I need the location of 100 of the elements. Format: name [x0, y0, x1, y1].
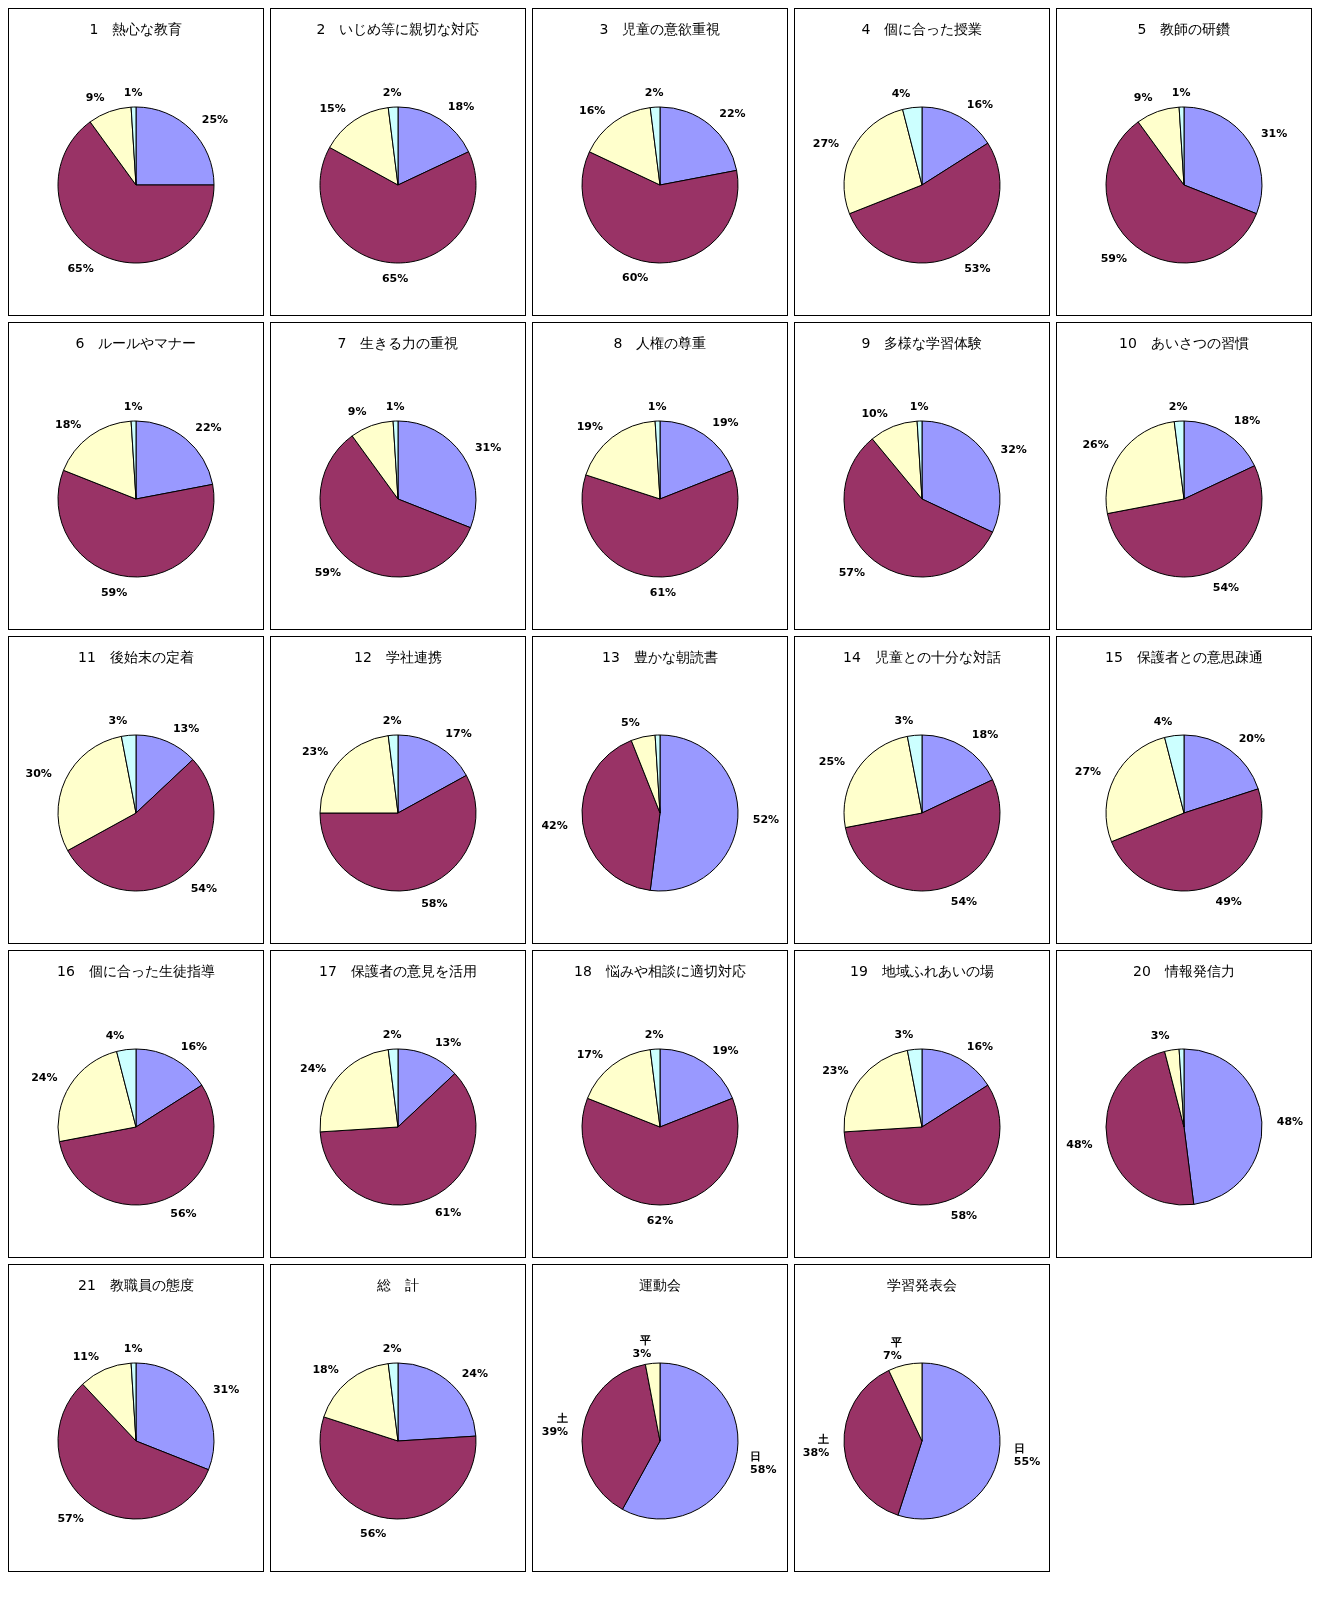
- data-label: 48%: [1066, 1138, 1093, 1152]
- data-label: 58%: [750, 1463, 777, 1477]
- chart-title: 5 教師の研鑽: [1136, 21, 1232, 39]
- chart-title: 12 学社連携: [353, 649, 443, 667]
- data-label: 1%: [123, 400, 143, 414]
- data-label: 18%: [1233, 414, 1261, 428]
- data-label: 2%: [644, 1028, 664, 1042]
- data-label: 7%: [883, 1349, 902, 1363]
- data-label: 38%: [802, 1445, 830, 1459]
- slice-label: 平: [639, 1334, 652, 1348]
- data-label: 17%: [576, 1047, 603, 1061]
- data-label: 3%: [632, 1347, 652, 1361]
- data-label: 20%: [1238, 731, 1266, 745]
- data-label: 9%: [1133, 91, 1153, 105]
- data-label: 57%: [57, 1511, 84, 1525]
- data-label: 2%: [382, 1342, 402, 1356]
- data-label: 39%: [541, 1425, 569, 1439]
- slice-label: 土: [556, 1412, 569, 1426]
- chart-title: 4 個に合った授業: [860, 21, 984, 39]
- chart-title: 20 情報発信力: [1132, 963, 1236, 981]
- data-label: 18%: [447, 100, 475, 114]
- data-label: 55%: [1013, 1454, 1041, 1468]
- data-label: 24%: [300, 1061, 327, 1075]
- data-label: 1%: [123, 1342, 143, 1356]
- data-label: 58%: [421, 897, 448, 911]
- data-label: 25%: [201, 113, 229, 127]
- data-label: 26%: [1082, 438, 1109, 452]
- data-label: 22%: [719, 107, 746, 121]
- chart-title: 17 保護者の意見を活用: [318, 963, 478, 981]
- data-label: 53%: [964, 261, 991, 275]
- data-label: 9%: [347, 405, 367, 419]
- chart-title: 8 人権の尊重: [612, 335, 708, 353]
- data-label: 49%: [1215, 894, 1242, 908]
- data-label: 3%: [894, 1028, 914, 1042]
- data-label: 23%: [301, 745, 329, 759]
- slice-label: 日: [750, 1450, 762, 1464]
- data-label: 1%: [1171, 86, 1191, 100]
- chart-title: 10 あいさつの習慣: [1118, 335, 1250, 353]
- data-label: 18%: [54, 417, 82, 431]
- data-label: 13%: [172, 721, 200, 735]
- data-label: 1%: [909, 400, 929, 414]
- data-label: 31%: [212, 1382, 240, 1396]
- data-label: 4%: [105, 1028, 125, 1042]
- data-label: 19%: [576, 419, 603, 433]
- chart-title: 9 多様な学習体験: [860, 335, 984, 353]
- data-label: 24%: [461, 1367, 489, 1381]
- data-label: 57%: [838, 566, 865, 580]
- chart-title: 7 生きる力の重視: [336, 335, 460, 353]
- chart-title: 学習発表会: [886, 1277, 958, 1295]
- chart-title: 運動会: [638, 1277, 682, 1295]
- data-label: 31%: [1260, 126, 1288, 140]
- chart-title: 3 児童の意欲重視: [598, 21, 722, 39]
- data-label: 59%: [314, 566, 341, 580]
- slice-label: 土: [817, 1432, 830, 1446]
- data-label: 1%: [123, 86, 143, 100]
- data-label: 56%: [360, 1527, 387, 1541]
- data-label: 16%: [966, 1039, 994, 1053]
- data-label: 10%: [861, 406, 888, 420]
- data-label: 65%: [381, 271, 409, 285]
- data-label: 2%: [644, 86, 664, 100]
- data-label: 9%: [85, 91, 105, 105]
- data-label: 54%: [950, 895, 978, 909]
- data-label: 31%: [474, 440, 502, 454]
- chart-title: 14 児童との十分な対話: [842, 649, 1002, 667]
- chart-title: 6 ルールやマナー: [74, 335, 198, 353]
- data-label: 59%: [1100, 252, 1127, 266]
- data-label: 58%: [950, 1209, 978, 1223]
- data-label: 4%: [1153, 714, 1173, 728]
- data-label: 17%: [445, 726, 472, 740]
- data-label: 2%: [1168, 400, 1188, 414]
- data-label: 27%: [812, 136, 840, 150]
- data-label: 1%: [385, 400, 405, 414]
- data-label: 54%: [1212, 581, 1240, 595]
- data-label: 3%: [108, 714, 128, 728]
- data-label: 65%: [67, 261, 94, 275]
- data-label: 23%: [822, 1064, 849, 1077]
- data-label: 16%: [966, 97, 994, 111]
- data-label: 15%: [319, 102, 346, 116]
- data-label: 19%: [712, 1044, 739, 1058]
- data-label: 52%: [752, 812, 780, 826]
- chart-title: 21 教職員の態度: [77, 1277, 195, 1295]
- chart-title: 11 後始末の定着: [77, 649, 195, 667]
- data-label: 59%: [100, 585, 128, 599]
- chart-title: 16 個に合った生徒指導: [56, 963, 216, 981]
- data-label: 42%: [541, 818, 568, 832]
- data-label: 5%: [621, 716, 640, 730]
- data-label: 11%: [72, 1349, 100, 1363]
- slice-label: 日: [1013, 1441, 1025, 1455]
- data-label: 2%: [382, 1028, 402, 1042]
- chart-title: 総 計: [376, 1277, 420, 1295]
- data-label: 3%: [894, 714, 914, 728]
- data-label: 13%: [434, 1035, 462, 1049]
- chart-title: 15 保護者との意思疎通: [1104, 649, 1264, 667]
- data-label: 3%: [1150, 1029, 1170, 1043]
- data-label: 4%: [891, 86, 911, 100]
- data-label: 48%: [1276, 1115, 1304, 1129]
- data-label: 16%: [578, 103, 606, 117]
- chart-title: 19 地域ふれあいの場: [849, 963, 995, 981]
- data-label: 27%: [1074, 764, 1102, 778]
- data-label: 54%: [190, 882, 218, 896]
